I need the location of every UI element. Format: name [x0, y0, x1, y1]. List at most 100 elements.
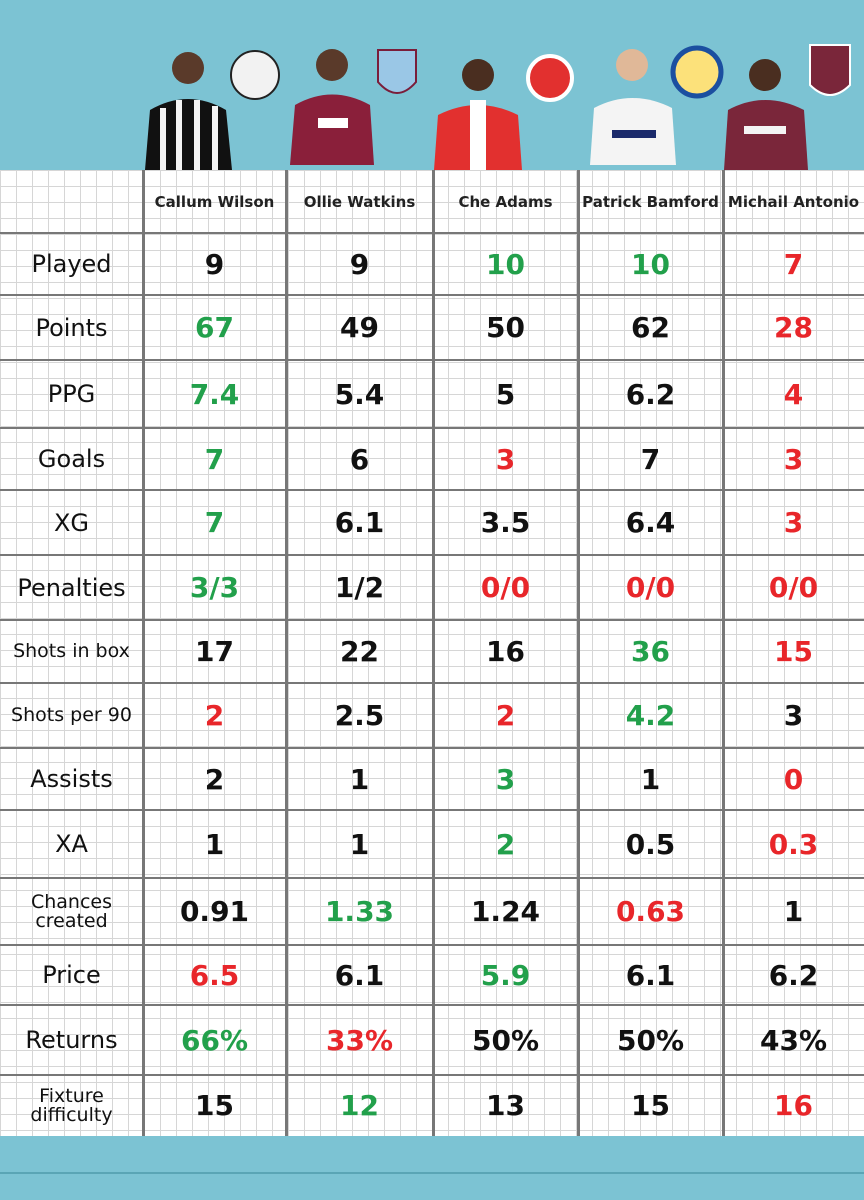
- player-bamford: [590, 45, 724, 165]
- row-label: Goals: [37, 445, 106, 473]
- value-cell: 7: [783, 247, 804, 281]
- value-cell: 10: [486, 247, 525, 281]
- column-header: Ollie Watkins: [303, 192, 416, 211]
- value-cell: 1: [204, 827, 225, 861]
- row-label: Played: [31, 250, 112, 278]
- value-cell: 4: [783, 377, 804, 411]
- row-divider: [0, 294, 864, 296]
- column-divider: [577, 170, 580, 1136]
- value-cell: 1: [349, 827, 370, 861]
- value-cell: 0.5: [625, 827, 676, 861]
- row-divider: [0, 359, 864, 361]
- value-cell: 3.5: [480, 506, 531, 539]
- value-cell: 12: [340, 1089, 379, 1122]
- row-label: Fixture difficulty: [30, 1084, 113, 1126]
- row-label: Points: [35, 313, 108, 342]
- value-cell: 62: [631, 311, 670, 344]
- row-label: Shots in box: [13, 640, 130, 662]
- row-divider: [0, 1074, 864, 1076]
- value-cell: 0: [783, 762, 804, 796]
- value-cell: 16: [486, 635, 525, 668]
- value-cell: 3: [783, 442, 804, 476]
- row-divider: [0, 682, 864, 684]
- column-header: Che Adams: [458, 192, 553, 211]
- row-label: Shots per 90: [11, 704, 132, 726]
- comparison-table: Callum Wilson Ollie Watkins Che Adams Patri…: [0, 170, 864, 1136]
- row-label: XA: [55, 830, 88, 858]
- row-divider: [0, 809, 864, 811]
- row-divider: [0, 489, 864, 491]
- value-cell: 6.5: [189, 958, 240, 992]
- value-cell: 50%: [616, 1023, 685, 1057]
- player-watkins: [290, 49, 417, 165]
- row-divider: [0, 232, 864, 234]
- value-cell: 1/2: [334, 571, 385, 604]
- value-cell: 7: [204, 506, 225, 539]
- row-label: Price: [42, 961, 101, 989]
- player-photos: [145, 44, 851, 170]
- value-cell: 7: [204, 442, 225, 476]
- value-cell: 7: [640, 442, 661, 476]
- value-cell: 0.3: [768, 827, 819, 861]
- value-cell: 16: [774, 1089, 813, 1122]
- player-antonio: [724, 44, 851, 170]
- row-divider: [0, 944, 864, 946]
- value-cell: 50: [486, 311, 525, 344]
- value-cell: 66%: [180, 1023, 249, 1057]
- value-cell: 15: [631, 1089, 670, 1122]
- row-divider: [0, 747, 864, 749]
- value-cell: 0/0: [480, 571, 531, 604]
- column-divider: [142, 170, 145, 1136]
- value-cell: 67: [195, 311, 234, 344]
- row-divider: [0, 427, 864, 429]
- value-cell: 0.91: [179, 895, 250, 928]
- value-cell: 7.4: [189, 377, 240, 411]
- row-label: XG: [53, 508, 90, 537]
- column-divider: [722, 170, 725, 1136]
- value-cell: 2: [204, 699, 225, 732]
- column-header: Callum Wilson: [154, 192, 275, 211]
- value-cell: 1: [349, 762, 370, 796]
- value-cell: 2: [495, 699, 516, 732]
- row-divider: [0, 877, 864, 879]
- row-divider: [0, 1004, 864, 1006]
- value-cell: 3: [783, 506, 804, 539]
- value-cell: 2.5: [334, 699, 385, 732]
- value-cell: 15: [774, 635, 813, 668]
- player-adams: [434, 54, 574, 170]
- value-cell: 5: [495, 377, 516, 411]
- value-cell: 6.1: [334, 958, 385, 992]
- footer-line: [0, 1172, 864, 1174]
- value-cell: 5.4: [334, 377, 385, 411]
- value-cell: 10: [631, 247, 670, 281]
- value-cell: 2: [204, 762, 225, 796]
- value-cell: 6.2: [625, 377, 676, 411]
- player-wilson: [145, 50, 280, 170]
- column-divider: [285, 170, 288, 1136]
- value-cell: 1: [640, 762, 661, 796]
- value-cell: 9: [204, 247, 225, 281]
- value-cell: 2: [495, 827, 516, 861]
- value-cell: 43%: [759, 1023, 828, 1057]
- value-cell: 3: [495, 762, 516, 796]
- row-label: Returns: [25, 1026, 118, 1054]
- value-cell: 6: [349, 442, 370, 476]
- row-label: Chances created: [30, 890, 113, 932]
- column-divider: [432, 170, 435, 1136]
- value-cell: 0.63: [615, 895, 686, 928]
- value-cell: 1.33: [324, 895, 395, 928]
- value-cell: 13: [486, 1089, 525, 1122]
- value-cell: 9: [349, 247, 370, 281]
- value-cell: 6.4: [625, 506, 676, 539]
- value-cell: 1.24: [470, 895, 541, 928]
- value-cell: 50%: [471, 1023, 540, 1057]
- column-header: Michail Antonio: [727, 192, 860, 211]
- value-cell: 3/3: [189, 571, 240, 604]
- value-cell: 0/0: [625, 571, 676, 604]
- row-label: Penalties: [17, 573, 126, 602]
- value-cell: 3: [783, 699, 804, 732]
- value-cell: 49: [340, 311, 379, 344]
- value-cell: 1: [783, 895, 804, 928]
- value-cell: 6.2: [768, 958, 819, 992]
- row-divider: [0, 619, 864, 621]
